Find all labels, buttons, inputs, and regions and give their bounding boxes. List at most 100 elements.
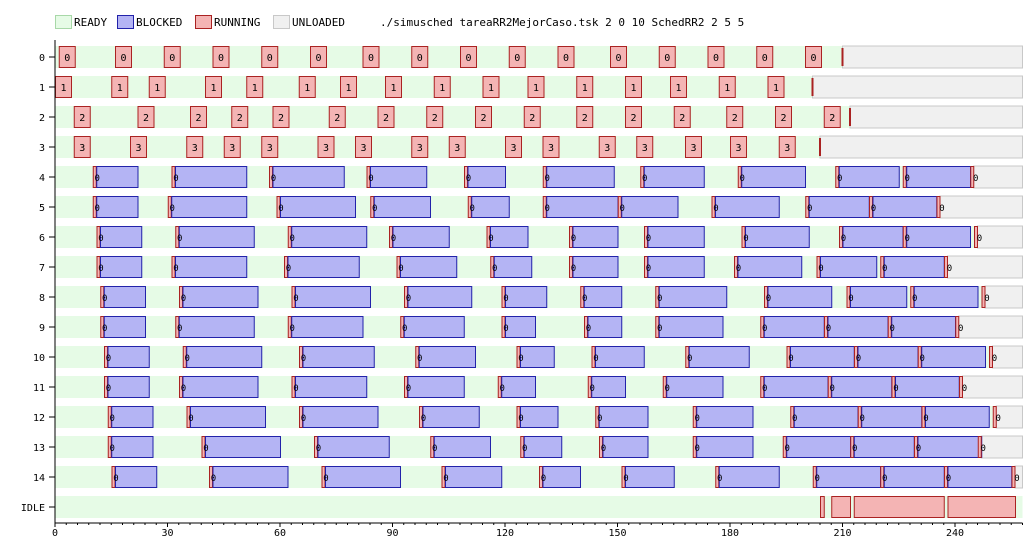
blocked-label-13-4: 0: [522, 444, 527, 454]
blocked-label-10-8: 0: [856, 354, 861, 364]
running-label-1-0: 1: [60, 83, 66, 94]
blocked-label-4-6: 0: [642, 174, 647, 184]
running-label-0-11: 0: [615, 53, 621, 64]
blocked-label-10-9: 0: [920, 354, 925, 364]
blocked-bar-11-5: [592, 377, 626, 398]
blocked-bar-8-3: [408, 287, 472, 308]
blocked-bar-10-3: [419, 347, 475, 368]
blocked-bar-12-9: [926, 407, 990, 428]
blocked-label-9-4: 0: [503, 324, 508, 334]
unloaded-bg-row-3: [820, 136, 1023, 158]
row-label-5: 5: [39, 203, 45, 214]
running-label-3-12: 3: [642, 143, 648, 154]
blocked-bar-14-4: [543, 467, 581, 488]
running-label-1-6: 1: [345, 83, 351, 94]
blocked-bar-11-4: [502, 377, 536, 398]
blocked-label-5-8: 0: [807, 204, 812, 214]
blocked-label-5-9: 0: [871, 204, 876, 214]
blocked-label-4-2: 0: [271, 174, 276, 184]
blocked-bar-9-9: [892, 317, 956, 338]
final-label-9: 0: [958, 324, 963, 334]
blocked-label-9-9: 0: [890, 324, 895, 334]
blocked-bar-10-2: [303, 347, 374, 368]
blocked-bar-11-1: [183, 377, 258, 398]
running-label-1-4: 1: [252, 83, 258, 94]
blocked-label-5-5: 0: [545, 204, 550, 214]
blocked-bar-5-6: [622, 197, 678, 218]
blocked-bar-8-4: [506, 287, 547, 308]
blocked-label-11-3: 0: [406, 384, 411, 394]
unloaded-bg-row-1: [813, 76, 1023, 98]
running-label-2-2: 2: [195, 113, 201, 124]
blocked-label-12-4: 0: [518, 414, 523, 424]
blocked-label-13-0: 0: [110, 444, 115, 454]
blocked-label-6-4: 0: [488, 234, 493, 244]
blocked-bar-12-2: [303, 407, 378, 428]
blocked-label-6-1: 0: [177, 234, 182, 244]
running-label-2-1: 2: [143, 113, 149, 124]
running-label-3-14: 3: [735, 143, 741, 154]
final-label-14: 0: [1014, 474, 1019, 484]
blocked-label-14-0: 0: [113, 474, 118, 484]
blocked-bar-6-6: [648, 227, 704, 248]
blocked-label-8-4: 0: [503, 294, 508, 304]
blocked-bar-13-1: [206, 437, 281, 458]
blocked-bar-7-6: [648, 257, 704, 278]
blocked-bar-13-5: [603, 437, 648, 458]
blocked-label-13-5: 0: [601, 444, 606, 454]
blocked-label-8-3: 0: [406, 294, 411, 304]
blocked-bar-7-3: [401, 257, 457, 278]
blocked-label-8-9: 0: [912, 294, 917, 304]
blocked-bar-4-0: [97, 167, 138, 188]
blocked-bar-12-7: [794, 407, 858, 428]
blocked-label-12-0: 0: [110, 414, 115, 424]
blocked-bar-13-0: [112, 437, 153, 458]
running-label-2-3: 2: [237, 113, 243, 124]
blocked-bar-12-6: [697, 407, 753, 428]
unloaded-bg-row-7: [948, 256, 1023, 278]
blocked-label-5-4: 0: [470, 204, 475, 214]
blocked-label-6-9: 0: [905, 234, 910, 244]
blocked-bar-7-0: [101, 257, 142, 278]
final-label-5: 0: [939, 204, 944, 214]
blocked-label-5-1: 0: [170, 204, 175, 214]
blocked-label-13-2: 0: [316, 444, 321, 454]
blocked-label-5-2: 0: [278, 204, 283, 214]
blocked-label-9-6: 0: [657, 324, 662, 334]
blocked-bar-7-1: [176, 257, 247, 278]
x-tick-label-60: 60: [274, 528, 286, 539]
final-label-8: 0: [984, 294, 989, 304]
blocked-bar-9-8: [828, 317, 888, 338]
running-label-3-5: 3: [323, 143, 329, 154]
blocked-bar-4-8: [839, 167, 899, 188]
final-label-4: 0: [973, 174, 978, 184]
blocked-label-11-7: 0: [762, 384, 767, 394]
x-tick-label-90: 90: [386, 528, 398, 539]
blocked-bar-10-1: [187, 347, 262, 368]
blocked-bar-14-1: [213, 467, 288, 488]
blocked-bar-9-7: [764, 317, 824, 338]
running-label-0-8: 0: [465, 53, 471, 64]
blocked-label-14-5: 0: [623, 474, 628, 484]
blocked-label-7-5: 0: [571, 264, 576, 274]
blocked-bar-9-6: [659, 317, 723, 338]
running-label-0-4: 0: [267, 53, 273, 64]
blocked-bar-4-6: [644, 167, 704, 188]
blocked-label-6-8: 0: [841, 234, 846, 244]
running-label-2-6: 2: [383, 113, 389, 124]
unloaded-bg-row-0: [843, 46, 1023, 68]
running-label-3-2: 3: [192, 143, 198, 154]
blocked-bar-4-7: [742, 167, 806, 188]
blocked-bar-5-1: [172, 197, 247, 218]
blocked-bar-11-7: [764, 377, 828, 398]
running-label-1-3: 1: [210, 83, 216, 94]
blocked-label-11-6: 0: [665, 384, 670, 394]
blocked-label-12-1: 0: [188, 414, 193, 424]
blocked-bar-4-2: [273, 167, 344, 188]
blocked-label-9-5: 0: [586, 324, 591, 334]
blocked-label-14-2: 0: [323, 474, 328, 484]
unloaded-bg-row-11: [963, 376, 1023, 398]
x-tick-label-0: 0: [52, 528, 58, 539]
row-label-1: 1: [39, 83, 45, 94]
blocked-bar-10-6: [689, 347, 749, 368]
